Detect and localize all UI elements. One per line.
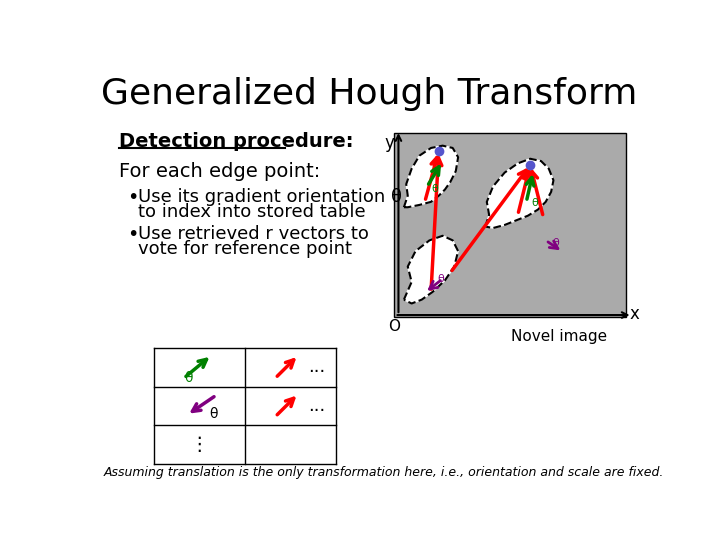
- Text: x: x: [630, 305, 640, 322]
- FancyBboxPatch shape: [394, 132, 626, 318]
- Text: y: y: [384, 134, 394, 152]
- Text: O: O: [388, 319, 400, 334]
- Text: Novel image: Novel image: [510, 329, 607, 344]
- Text: Detection procedure:: Detection procedure:: [120, 132, 354, 151]
- Text: θ: θ: [431, 184, 438, 194]
- Text: ⋮: ⋮: [189, 435, 209, 454]
- Text: Use its gradient orientation θ: Use its gradient orientation θ: [138, 188, 402, 206]
- Text: For each edge point:: For each edge point:: [120, 161, 320, 180]
- Text: θ: θ: [532, 198, 539, 208]
- Text: Assuming translation is the only transformation here, i.e., orientation and scal: Assuming translation is the only transfo…: [104, 467, 665, 480]
- Text: •: •: [127, 188, 138, 207]
- Text: •: •: [127, 225, 138, 244]
- Polygon shape: [404, 236, 458, 303]
- Text: θ: θ: [209, 407, 217, 421]
- Text: Generalized Hough Transform: Generalized Hough Transform: [101, 77, 637, 111]
- Polygon shape: [485, 159, 554, 228]
- Text: θ: θ: [184, 371, 193, 385]
- Text: ...: ...: [307, 397, 325, 415]
- Text: θ: θ: [552, 238, 559, 248]
- Text: Use retrieved r vectors to: Use retrieved r vectors to: [138, 225, 369, 243]
- Text: vote for reference point: vote for reference point: [138, 240, 352, 258]
- Text: to index into stored table: to index into stored table: [138, 203, 366, 221]
- Polygon shape: [404, 146, 458, 207]
- Text: ...: ...: [307, 359, 325, 376]
- Text: θ: θ: [437, 274, 444, 284]
